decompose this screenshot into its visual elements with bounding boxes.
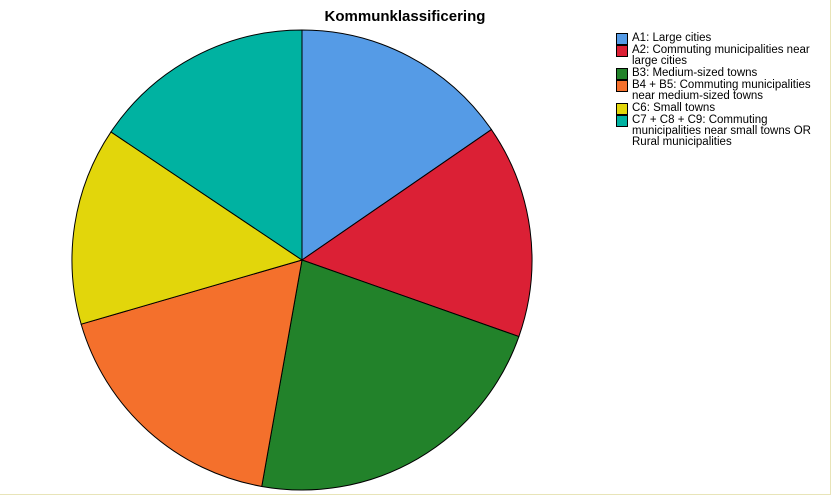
legend-swatch-1 (616, 33, 628, 45)
legend-item-5: C6: Small towns (616, 102, 828, 115)
legend-label-5: C6: Small towns (632, 102, 716, 114)
legend-swatch-4 (616, 80, 628, 92)
pie-slice-6 (110, 29, 303, 261)
legend-label-2: A2: Commuting municipalities near large … (632, 44, 810, 67)
legend-swatch-5 (616, 103, 628, 115)
legend-label-3: B3: Medium-sized towns (632, 67, 758, 79)
legend-label-4: B4 + B5: Commuting municipalities near m… (632, 79, 811, 102)
legend-swatch-3 (616, 68, 628, 80)
legend-item-2: A2: Commuting municipalities near large … (616, 44, 828, 67)
legend-label-6: C7 + C8 + C9: Commuting municipalities n… (632, 114, 811, 148)
legend-item-1: A1: Large cities (616, 32, 828, 45)
pie-slice-1 (301, 29, 493, 261)
pie-slice-2 (300, 128, 533, 338)
legend-item-3: B3: Medium-sized towns (616, 67, 828, 80)
legend-item-4: B4 + B5: Commuting municipalities near m… (616, 79, 828, 102)
legend-label-1: A1: Large cities (632, 32, 712, 44)
chart-legend: A1: Large cities A2: Commuting municipali… (616, 32, 828, 149)
legend-item-6: C7 + C8 + C9: Commuting municipalities n… (616, 114, 828, 148)
pie-slice-3 (261, 259, 520, 491)
legend-swatch-2 (616, 45, 628, 57)
pie-slice-4 (80, 259, 303, 488)
pie-slice-5 (71, 131, 304, 325)
legend-swatch-6 (616, 115, 628, 127)
chart-title: Kommunklassificering (324, 8, 486, 25)
